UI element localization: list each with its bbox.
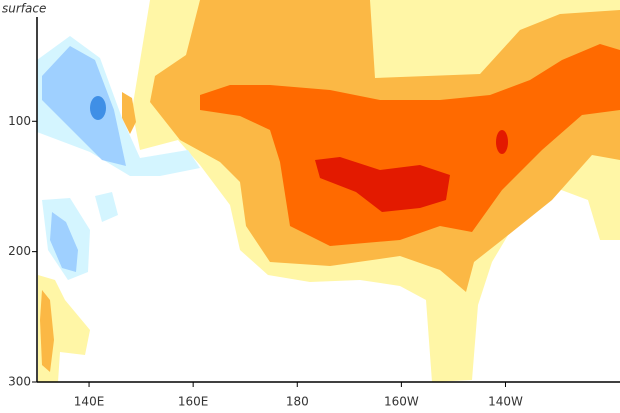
contour-light-blue	[42, 46, 126, 166]
contour-fills	[37, 0, 620, 382]
x-tick-label: 140E	[74, 395, 105, 409]
y-top-label: surface	[2, 2, 46, 16]
contour-light-blue	[50, 212, 78, 272]
contour-blue	[90, 96, 106, 120]
contour-light-cyan	[95, 192, 118, 222]
y-tick-label: 300	[8, 375, 31, 389]
contour-orange	[122, 92, 136, 134]
x-tick-label: 160W	[384, 395, 419, 409]
x-tick-label: 160E	[178, 395, 209, 409]
x-tick-label: 180	[286, 395, 309, 409]
x-tick-label: 140W	[488, 395, 523, 409]
contour-red	[315, 157, 450, 212]
y-tick-label: 100	[8, 114, 31, 128]
contour-red	[496, 130, 508, 154]
y-tick-label: 200	[8, 244, 31, 258]
contour-dark-orange	[200, 44, 620, 246]
contour-orange	[40, 290, 54, 372]
